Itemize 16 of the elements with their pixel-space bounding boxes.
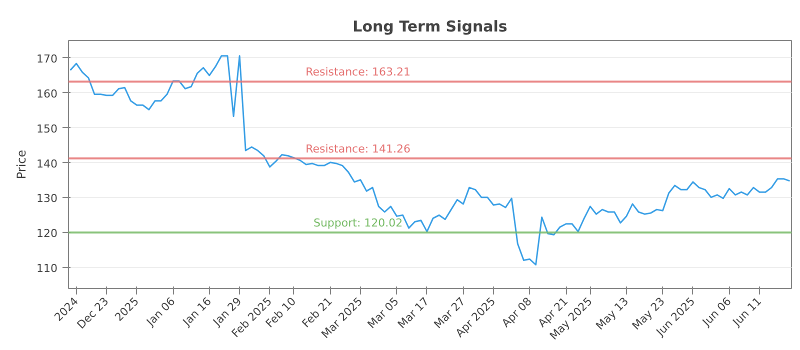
chart-title: Long Term Signals	[352, 18, 508, 36]
line-series	[70, 55, 790, 266]
x-tick-label: Jan 06	[143, 294, 178, 330]
y-tick-label: 140	[36, 157, 58, 170]
y-tick-label: 150	[36, 122, 58, 136]
y-tick-label: 160	[36, 87, 58, 100]
y-tick-label: 120	[36, 227, 58, 240]
ref-line-label: Resistance: 163.21	[306, 66, 411, 79]
ref-line-label: Support: 120.02	[313, 216, 403, 230]
y-axis-title: Price	[14, 150, 29, 180]
ref-line-label: Resistance: 141.26	[306, 142, 411, 156]
y-tick-label: 130	[36, 192, 58, 206]
y-tick-label: 110	[36, 262, 58, 276]
y-tick-label: 170	[36, 52, 58, 66]
x-tick-label: Apr 08	[499, 294, 534, 330]
x-tick-label: Jan 16	[180, 294, 214, 330]
